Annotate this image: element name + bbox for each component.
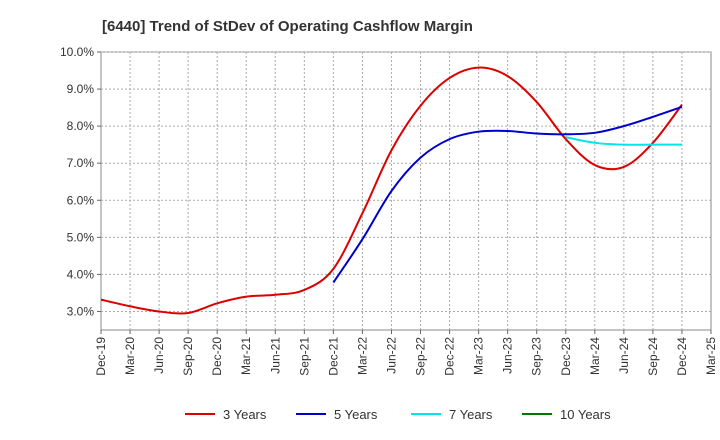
x-tick-label: Mar-21: [239, 337, 253, 375]
legend-item-5-years: 5 Years: [296, 407, 378, 422]
x-tick-label: Jun-23: [501, 337, 515, 374]
x-tick-label: Mar-23: [472, 337, 486, 375]
plot-area: [100, 51, 712, 331]
y-tick-label: 8.0%: [67, 119, 95, 133]
legend-label: 10 Years: [560, 407, 611, 422]
y-tick-label: 3.0%: [67, 304, 95, 318]
x-tick-label: Sep-20: [181, 337, 195, 376]
legend-label: 7 Years: [449, 407, 493, 422]
y-axis: 3.0% 4.0% 5.0% 6.0% 7.0% 8.0% 9.0% 10.0%: [60, 45, 101, 318]
legend-label: 3 Years: [223, 407, 267, 422]
x-tick-label: Jun-22: [384, 337, 398, 374]
x-tick-label: Sep-22: [414, 337, 428, 376]
x-tick-label: Dec-20: [210, 337, 224, 376]
legend-label: 5 Years: [334, 407, 378, 422]
x-tick-label: Dec-24: [675, 337, 689, 376]
y-tick-label: 7.0%: [67, 156, 95, 170]
x-axis: Dec-19 Mar-20 Jun-20 Sep-20 Dec-20 Mar-21 Jun-…: [94, 330, 718, 376]
x-tick-label: Jun-21: [268, 337, 282, 374]
x-tick-label: Jun-20: [152, 337, 166, 374]
y-tick-label: 10.0%: [60, 45, 94, 59]
legend-item-7-years: 7 Years: [411, 407, 493, 422]
y-tick-label: 6.0%: [67, 193, 95, 207]
x-tick-label: Dec-23: [559, 337, 573, 376]
series-line-7-years: [565, 136, 682, 146]
x-tick-label: Sep-21: [297, 337, 311, 376]
chart-title: [6440] Trend of StDev of Operating Cashf…: [102, 18, 473, 35]
x-tick-label: Mar-22: [355, 337, 369, 375]
x-tick-label: Mar-25: [704, 337, 718, 375]
x-tick-label: Mar-20: [123, 337, 137, 375]
x-tick-label: Dec-19: [94, 337, 108, 376]
x-tick-label: Mar-24: [588, 337, 602, 375]
series-line-5-years: [332, 105, 683, 284]
y-tick-label: 5.0%: [67, 230, 95, 244]
x-tick-label: Sep-23: [530, 337, 544, 376]
x-tick-label: Dec-21: [326, 337, 340, 376]
y-tick-label: 4.0%: [67, 267, 95, 281]
legend-item-3-years: 3 Years: [185, 407, 267, 422]
y-tick-label: 9.0%: [67, 82, 95, 96]
x-tick-label: Sep-24: [646, 337, 660, 376]
series-line-3-years: [100, 66, 683, 315]
legend: 3 Years 5 Years 7 Years 10 Years: [185, 407, 611, 422]
series-lines: [100, 66, 683, 315]
x-tick-label: Jun-24: [617, 337, 631, 374]
legend-item-10-years: 10 Years: [522, 407, 611, 422]
x-tick-label: Dec-22: [443, 337, 457, 376]
